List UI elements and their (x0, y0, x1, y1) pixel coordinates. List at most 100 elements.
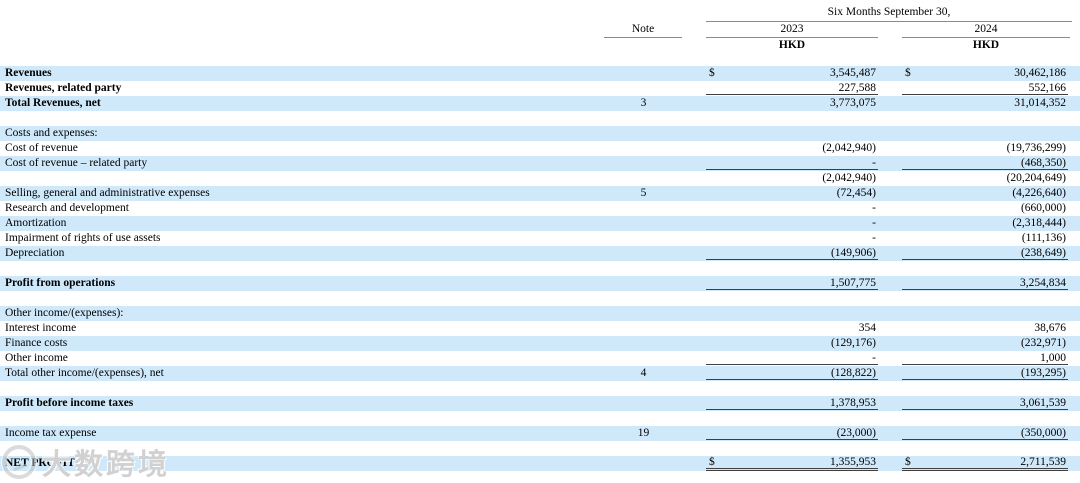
amount-value: (20,204,649) (1006, 172, 1066, 184)
row-note (605, 81, 682, 96)
amount-value: (111,136) (1021, 232, 1066, 244)
amount-value: 3,061,539 (1020, 397, 1066, 409)
amount-2023: - (706, 231, 878, 246)
currency-symbol (902, 276, 905, 289)
amount-value: - (872, 352, 876, 364)
currency-symbol (902, 171, 905, 186)
currency-symbol (706, 246, 709, 259)
amount-2024: (350,000) (902, 426, 1068, 440)
row-label: Total Revenues, net (5, 97, 101, 109)
amount-value (1066, 306, 1068, 321)
amount-value: 1,000 (1040, 352, 1066, 364)
amount-value (876, 291, 878, 306)
amount-value: (19,736,299) (1006, 142, 1066, 154)
currency-symbol (902, 141, 905, 156)
column-gap (682, 81, 706, 96)
amount-value: 1,507,775 (830, 277, 876, 289)
amount-value: (128,822) (830, 367, 876, 379)
row-note (605, 171, 682, 186)
row-label: Other income (5, 352, 68, 364)
column-gap (878, 96, 902, 111)
amount-2024: (238,649) (902, 246, 1068, 260)
currency-symbol (706, 306, 709, 321)
column-gap (682, 96, 706, 111)
currency-symbol (706, 201, 709, 216)
currency-symbol (902, 291, 905, 306)
column-gap (878, 246, 902, 261)
row-label: Cost of revenue – related party (5, 157, 148, 169)
amount-2023 (706, 126, 878, 141)
row-label: Impairment of rights of use assets (5, 232, 161, 244)
column-gap (878, 111, 902, 126)
row-note (605, 336, 682, 351)
currency-symbol (902, 186, 905, 201)
currency-symbol (902, 156, 905, 169)
row-note: 19 (637, 427, 650, 439)
currency-symbol (902, 111, 905, 126)
amount-2024: (4,226,640) (902, 186, 1068, 201)
currency-2023-header: HKD (778, 39, 806, 51)
column-gap (682, 171, 706, 186)
row-note (605, 231, 682, 246)
column-gap (682, 411, 706, 426)
note-column-header: Note (604, 22, 682, 38)
amount-value (876, 411, 878, 426)
amount-2023: (2,042,940) (706, 171, 878, 186)
currency-symbol: $ (709, 456, 715, 468)
amount-2024: 3,061,539 (902, 396, 1068, 410)
row-label (0, 441, 605, 456)
column-gap (878, 291, 902, 306)
amount-value: 30,462,186 (1014, 67, 1066, 79)
currency-symbol (706, 81, 709, 94)
column-gap (878, 456, 902, 471)
currency-2024-header: HKD (972, 39, 1000, 51)
column-gap (878, 201, 902, 216)
row-note (605, 306, 682, 321)
amount-value: (129,176) (830, 337, 876, 349)
column-gap (682, 381, 706, 396)
column-gap (878, 276, 902, 291)
amount-value: (468,350) (1020, 157, 1066, 169)
amount-2024: 3,254,834 (902, 276, 1068, 290)
currency-symbol (706, 126, 709, 141)
table-row: Other income - 1,000 (0, 351, 1080, 366)
amount-2023: 1,507,775 (706, 276, 878, 290)
row-note (605, 126, 682, 141)
table-row: Revenues, related party 227,588 552,166 (0, 81, 1080, 96)
row-label (0, 261, 605, 276)
amount-2024 (902, 126, 1068, 141)
amount-2024: (20,204,649) (902, 171, 1068, 186)
table-row: Impairment of rights of use assets - (11… (0, 231, 1080, 246)
row-note (605, 156, 682, 171)
amount-2023: (23,000) (706, 426, 878, 440)
table-row: Costs and expenses: (0, 126, 1080, 141)
currency-symbol (706, 396, 709, 409)
table-row (0, 291, 1080, 306)
row-note: 3 (640, 97, 647, 109)
amount-2024: (468,350) (902, 156, 1068, 170)
row-label (0, 381, 605, 396)
currency-symbol (902, 246, 905, 259)
currency-symbol (902, 201, 905, 216)
amount-value: 2,711,539 (1020, 456, 1066, 468)
amount-2023: $ 3,545,487 (706, 66, 878, 81)
amount-2024: (19,736,299) (902, 141, 1068, 156)
column-gap (878, 441, 902, 456)
column-gap (682, 141, 706, 156)
amount-value: 3,545,487 (830, 67, 876, 79)
currency-symbol (706, 216, 709, 231)
row-note (605, 411, 682, 426)
row-label: Profit from operations (5, 277, 116, 289)
currency-symbol (706, 96, 709, 111)
amount-value: (72,454) (836, 187, 876, 199)
year-2024-header: 2024 (902, 22, 1070, 38)
amount-2024 (902, 381, 1068, 396)
amount-value (1066, 291, 1068, 306)
table-row (0, 111, 1080, 126)
table-row: (2,042,940) (20,204,649) (0, 171, 1080, 186)
amount-value: - (872, 157, 876, 169)
currency-symbol (902, 216, 905, 231)
amount-value: (193,295) (1020, 367, 1066, 379)
amount-value: (350,000) (1020, 427, 1066, 439)
row-note: 4 (640, 367, 647, 379)
